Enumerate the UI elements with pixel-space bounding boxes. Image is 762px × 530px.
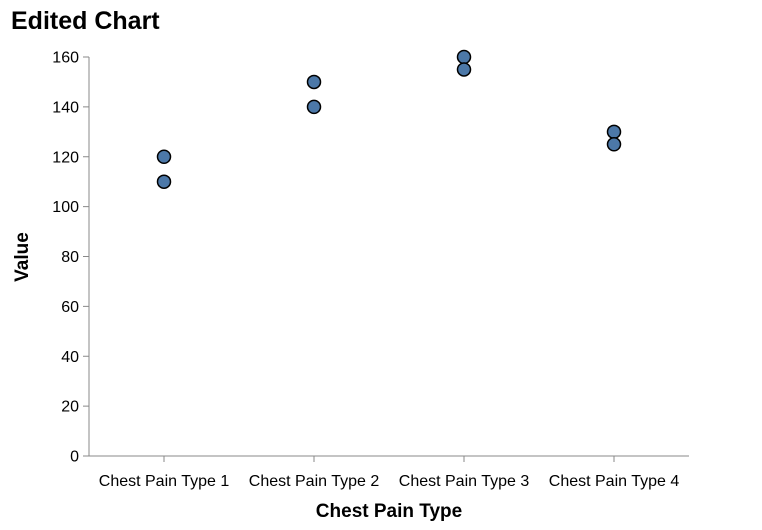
y-axis: 0 20 40 60 80 100 120 140 160 [52, 50, 90, 466]
x-axis-title: Chest Pain Type [316, 501, 462, 522]
y-tick-label: 80 [61, 249, 79, 266]
x-tick-label: Chest Pain Type 1 [99, 473, 230, 490]
x-axis: Chest Pain Type 1 Chest Pain Type 2 Chest … [89, 455, 689, 490]
y-tick-label: 40 [61, 349, 79, 366]
data-point [156, 149, 172, 164]
data-point [456, 62, 472, 77]
data-point [456, 49, 472, 65]
y-tick-label: 160 [52, 50, 79, 67]
y-tick-label: 60 [61, 299, 79, 316]
data-point [606, 124, 622, 140]
y-tick-label: 120 [52, 149, 79, 166]
data-point [606, 137, 622, 152]
y-tick-label: 0 [70, 449, 79, 466]
y-axis-title: Value [12, 232, 33, 282]
x-tick-label: Chest Pain Type 3 [399, 473, 530, 490]
y-tick-label: 20 [61, 399, 79, 416]
data-points [156, 49, 622, 189]
data-point [306, 74, 322, 90]
data-point [306, 99, 322, 115]
y-tick-label: 100 [52, 199, 79, 216]
chart-title: Edited Chart [11, 7, 160, 35]
data-point [156, 174, 172, 189]
y-tick-label: 140 [52, 99, 79, 116]
x-tick-label: Chest Pain Type 2 [249, 473, 380, 490]
x-tick-label: Chest Pain Type 4 [549, 473, 680, 490]
